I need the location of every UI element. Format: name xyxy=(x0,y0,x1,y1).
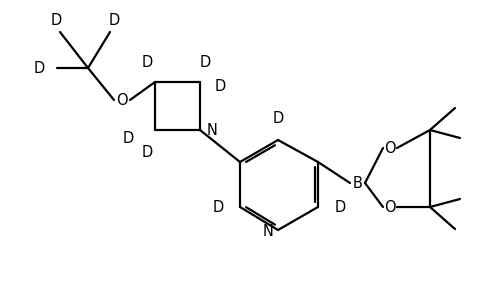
Text: N: N xyxy=(262,225,273,239)
Text: O: O xyxy=(384,199,395,215)
Text: D: D xyxy=(272,111,283,125)
Text: D: D xyxy=(141,55,152,69)
Text: B: B xyxy=(352,175,362,191)
Text: O: O xyxy=(116,92,128,108)
Text: D: D xyxy=(212,199,223,215)
Text: D: D xyxy=(214,78,225,94)
Text: D: D xyxy=(108,12,120,28)
Text: D: D xyxy=(199,55,210,69)
Text: D: D xyxy=(50,12,61,28)
Text: D: D xyxy=(334,199,345,215)
Text: O: O xyxy=(384,141,395,155)
Text: D: D xyxy=(122,131,133,145)
Text: D: D xyxy=(33,61,45,75)
Text: N: N xyxy=(206,122,217,138)
Text: D: D xyxy=(141,145,152,159)
